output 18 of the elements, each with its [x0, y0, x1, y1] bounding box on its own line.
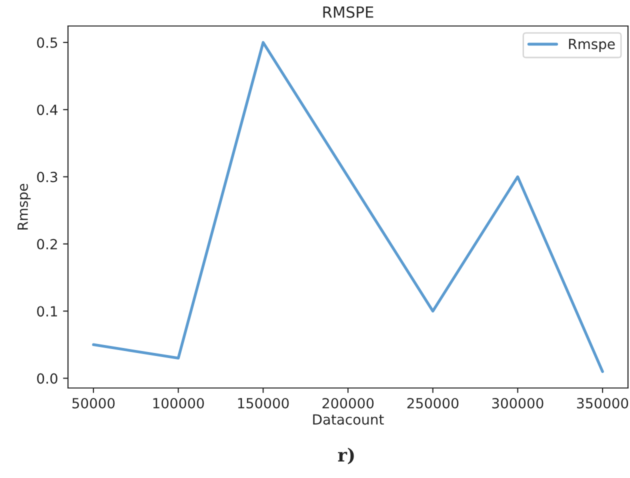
legend-label: Rmspe	[569, 38, 615, 52]
x-tick-label: 350000	[577, 398, 628, 408]
y-tick-label: 0.4	[37, 104, 58, 116]
y-tick-label: 0.1	[37, 306, 57, 317]
x-tick-label: 200000	[322, 398, 374, 408]
x-tick-label: 50000	[72, 398, 115, 408]
x-tick-label: 250000	[407, 398, 458, 408]
text: r)	[338, 448, 354, 464]
x-axis-title: Datacount	[313, 414, 384, 425]
y-tick-label: 0.3	[37, 172, 58, 182]
x-tick-label: 300000	[492, 398, 544, 408]
x-tick-label: 100000	[153, 398, 204, 408]
y-tick-label: 0.0	[37, 373, 58, 384]
y-tick-label: 0.2	[37, 238, 57, 250]
x-tick-label: 150000	[238, 398, 289, 408]
chart-title: RMSPE	[323, 6, 374, 18]
y-axis-title: Rmspe	[18, 184, 31, 230]
y-tick-label: 0.5	[37, 37, 58, 48]
